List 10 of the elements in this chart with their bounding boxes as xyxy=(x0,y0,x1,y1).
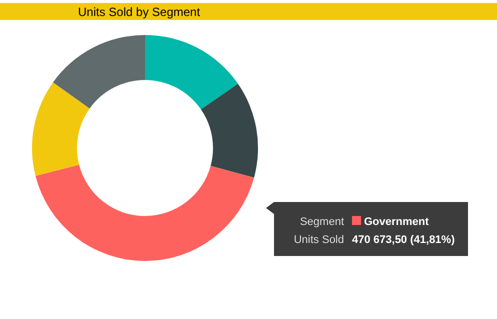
text: 470 673,50 (41,81%) xyxy=(352,234,456,246)
donut-slice xyxy=(145,35,238,110)
donut-slice xyxy=(35,164,254,261)
donut-slice xyxy=(200,84,258,178)
chart-title: Units Sold by Segment xyxy=(78,5,201,19)
text: Segment xyxy=(300,216,344,228)
text: Units Sold xyxy=(294,234,344,246)
donut-slice xyxy=(53,35,145,108)
donut-slice xyxy=(32,82,90,176)
legend-label: Government xyxy=(364,216,430,228)
